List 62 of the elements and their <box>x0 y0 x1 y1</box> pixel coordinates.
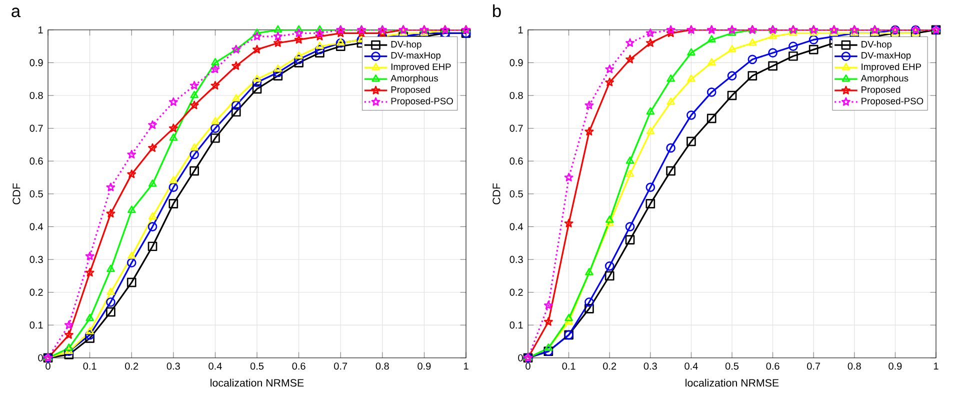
legend-label: Improved EHP <box>391 63 451 72</box>
y-tick-label: 0.7 <box>510 124 523 132</box>
y-tick-label: 0.4 <box>510 223 523 230</box>
y-tick-label: 0.6 <box>510 158 523 165</box>
legend-label: Improved EHP <box>862 63 921 72</box>
legend-label: DV-maxHop <box>391 52 441 61</box>
legend-label: Proposed-PSO <box>391 98 453 106</box>
y-tick-label: 0.1 <box>510 322 523 329</box>
x-tick-label: 0.1 <box>83 362 96 370</box>
x-tick-label: 0.3 <box>166 362 180 370</box>
x-tick-label: 0.3 <box>644 362 657 370</box>
x-axis-title: localization NRMSE <box>210 378 304 387</box>
legend-label: Amorphous <box>390 74 438 84</box>
x-tick-label: 0.4 <box>208 362 222 370</box>
x-tick-label: 0.6 <box>292 362 306 370</box>
y-tick-label: 0.9 <box>510 59 523 66</box>
x-tick-label: 0.9 <box>418 362 431 370</box>
x-tick-label: 0.7 <box>807 362 820 370</box>
x-tick-label: 0.2 <box>125 362 138 370</box>
y-tick-label: 0 <box>38 354 43 362</box>
legend-label: Proposed <box>862 86 900 95</box>
x-axis-title: localization NRMSE <box>686 378 779 387</box>
y-tick-label: 0 <box>518 354 523 362</box>
y-tick-label: 0.8 <box>510 92 523 100</box>
chart-title: b <box>493 4 501 18</box>
x-tick-label: 0.5 <box>725 362 739 370</box>
legend-label: Proposed <box>391 86 430 95</box>
y-tick-label: 0.4 <box>30 223 44 230</box>
y-tick-label: 0.5 <box>510 190 523 198</box>
x-tick-label: 0.5 <box>250 362 264 370</box>
y-tick-label: 0.1 <box>30 322 43 329</box>
x-tick-label: 0.8 <box>376 362 389 370</box>
y-axis-title: CDF <box>12 183 20 204</box>
x-tick-label: 1 <box>464 362 468 370</box>
y-tick-label: 1 <box>518 26 523 34</box>
y-tick-label: 0.6 <box>30 158 43 165</box>
y-tick-label: 0.2 <box>510 288 523 296</box>
x-tick-label: 0.1 <box>562 362 576 370</box>
x-tick-label: 0 <box>46 362 50 370</box>
y-tick-label: 0.7 <box>30 124 43 132</box>
legend-label: Amorphous <box>860 74 908 84</box>
x-tick-label: 0.7 <box>334 362 348 370</box>
x-tick-label: 1 <box>934 362 938 370</box>
x-tick-label: 0.4 <box>684 362 698 370</box>
y-tick-label: 0.3 <box>30 256 43 264</box>
legend-label: Proposed-PSO <box>862 98 924 106</box>
x-tick-label: 0.9 <box>888 362 902 370</box>
y-axis-title: CDF <box>492 183 500 204</box>
y-tick-label: 0.3 <box>510 256 523 264</box>
y-tick-label: 0.2 <box>30 288 43 296</box>
legend-label: DV-maxHop <box>862 52 911 61</box>
x-tick-label: 0.8 <box>848 362 861 370</box>
x-tick-label: 0.6 <box>766 362 780 370</box>
legend-label: DV-hop <box>391 40 422 50</box>
y-tick-label: 0.8 <box>30 92 43 100</box>
y-tick-label: 0.5 <box>30 190 43 198</box>
y-tick-label: 0.9 <box>30 59 43 66</box>
y-tick-label: 1 <box>38 26 43 34</box>
x-tick-label: 0.2 <box>603 362 616 370</box>
x-tick-label: 0 <box>526 362 530 370</box>
legend-label: DV-hop <box>862 40 892 50</box>
chart-title: a <box>12 8 21 18</box>
